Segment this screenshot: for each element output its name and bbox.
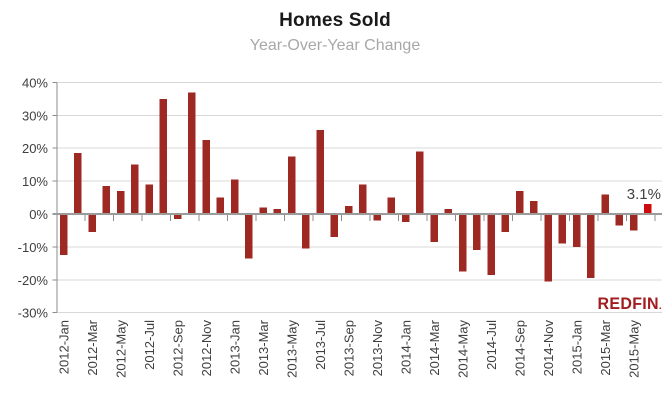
y-tick-label: -20%	[18, 273, 49, 288]
y-tick-label: 40%	[22, 75, 48, 90]
bar	[558, 214, 567, 244]
bar	[273, 209, 282, 214]
bar	[131, 164, 139, 214]
x-tick-label: 2012-May	[114, 320, 129, 378]
x-tick-label: 2015-Jan	[570, 320, 585, 374]
bar	[644, 203, 652, 214]
bar	[59, 214, 68, 256]
x-tick-label: 2015-May	[627, 320, 642, 378]
bar	[473, 214, 481, 251]
x-tick-label: 2014-Jan	[399, 320, 414, 374]
bar	[629, 214, 638, 231]
last-value-label: 3.1%	[627, 186, 661, 203]
redfin-logo: REDFIN.	[598, 296, 662, 315]
bar	[416, 151, 424, 214]
bar	[487, 214, 495, 275]
x-tick-label: 2012-Sep	[171, 320, 186, 376]
bar	[116, 190, 125, 214]
chart-title: Homes Sold	[279, 10, 391, 31]
x-tick-label: 2014-Nov	[541, 320, 556, 377]
x-tick-label: 2014-Sep	[513, 320, 528, 376]
chart-subtitle: Year-Over-Year Change	[249, 37, 421, 54]
bar	[444, 209, 453, 214]
bar	[587, 214, 595, 279]
bar	[387, 197, 396, 214]
y-tick-label: -10%	[18, 240, 49, 255]
x-tick-label: 2013-May	[285, 320, 300, 378]
bar	[601, 194, 609, 214]
y-tick-label: 0%	[29, 207, 48, 222]
bar	[145, 184, 153, 214]
bar	[430, 214, 438, 242]
x-tick-label: 2013-Jan	[228, 320, 243, 374]
bar	[245, 214, 253, 259]
bar	[316, 130, 324, 214]
x-tick-label: 2013-Mar	[256, 319, 271, 375]
x-tick-label: 2012-Nov	[199, 320, 214, 377]
y-tick-label: -30%	[18, 306, 49, 321]
bar	[401, 214, 410, 223]
bar	[287, 156, 296, 214]
bar	[344, 205, 353, 214]
y-tick-label: 10%	[22, 174, 48, 189]
bar	[173, 214, 182, 219]
redfin-logo-dot: .	[658, 300, 662, 313]
bar	[515, 190, 524, 214]
bar	[230, 179, 239, 214]
x-tick-label: 2015-Mar	[598, 319, 613, 375]
bar	[373, 214, 381, 221]
bar	[615, 214, 624, 226]
bar	[188, 92, 196, 214]
bar	[88, 214, 96, 233]
x-tick-label: 2013-Jul	[313, 320, 328, 370]
x-tick-label: 2012-Mar	[85, 319, 100, 375]
bar	[302, 214, 310, 249]
x-tick-label: 2013-Sep	[342, 320, 357, 376]
bar	[544, 214, 552, 282]
x-tick-label: 2014-Jul	[484, 320, 499, 370]
x-tick-label: 2012-Jan	[57, 320, 72, 374]
bar	[74, 153, 82, 214]
bar	[359, 184, 367, 214]
x-tick-label: 2012-Jul	[142, 320, 157, 370]
bar	[102, 186, 111, 214]
bar	[202, 139, 210, 214]
bar	[572, 214, 581, 247]
bar	[330, 214, 339, 238]
y-tick-label: 20%	[22, 141, 48, 156]
x-tick-label: 2014-May	[456, 320, 471, 378]
bar	[259, 207, 267, 214]
bar	[458, 214, 467, 272]
x-tick-label: 2013-Nov	[370, 320, 385, 377]
x-tick-label: 2014-Mar	[427, 319, 442, 375]
bar	[216, 197, 225, 214]
y-tick-label: 30%	[22, 108, 48, 123]
bar	[530, 200, 538, 214]
bar	[159, 98, 168, 214]
redfin-logo-text: REDFIN	[597, 295, 659, 314]
bar	[501, 214, 510, 233]
